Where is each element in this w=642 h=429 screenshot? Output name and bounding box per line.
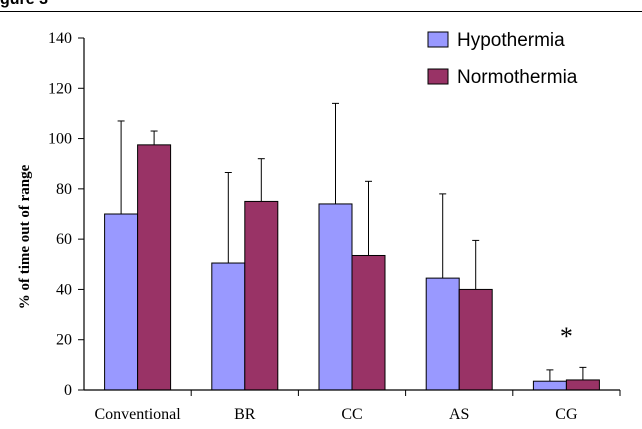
x-tick-label: BR [234,406,256,423]
legend-label-normothermia: Normothermia [457,67,578,88]
legend-swatch-hypothermia [427,31,449,48]
legend-swatch-normothermia [427,68,449,85]
bar-normothermia-conventional [137,144,172,391]
y-tick-label: 20 [56,332,72,349]
x-tick-label: CC [341,406,362,423]
bar-hypothermia-cg [532,380,567,391]
x-tick-label: CG [555,406,578,423]
legend: Hypothermia Normothermia [427,30,578,88]
bar-hypothermia-br [211,262,246,391]
bar-hypothermia-as [425,277,460,391]
bar-hypothermia-cc [318,203,353,391]
legend-label-hypothermia: Hypothermia [457,30,565,51]
x-tick-label: Conventional [94,406,181,423]
bar-normothermia-cg [565,379,600,391]
y-axis: 0 20 40 60 80 100 120 140 [48,30,85,399]
bar-hypothermia-conventional [104,213,139,391]
annotations: * [560,322,573,351]
significance-marker: * [560,322,573,351]
y-tick-label: 40 [56,281,72,298]
y-axis-title: % of time out of range [17,164,33,309]
y-tick-label: 100 [48,131,72,148]
y-tick-label: 60 [56,231,72,248]
figure-label: gure 3 [0,0,48,8]
y-tick-label: 80 [56,181,72,198]
y-tick-label: 120 [48,80,72,97]
bars [104,102,600,391]
y-tick-label: 0 [64,382,72,399]
x-axis: Conventional BR CC AS CG [84,389,621,423]
header-rule [0,11,642,12]
bar-normothermia-as [458,288,493,391]
bar-normothermia-br [244,200,279,391]
y-tick-label: 140 [48,30,72,47]
x-tick-label: AS [449,406,469,423]
bar-normothermia-cc [351,254,386,391]
